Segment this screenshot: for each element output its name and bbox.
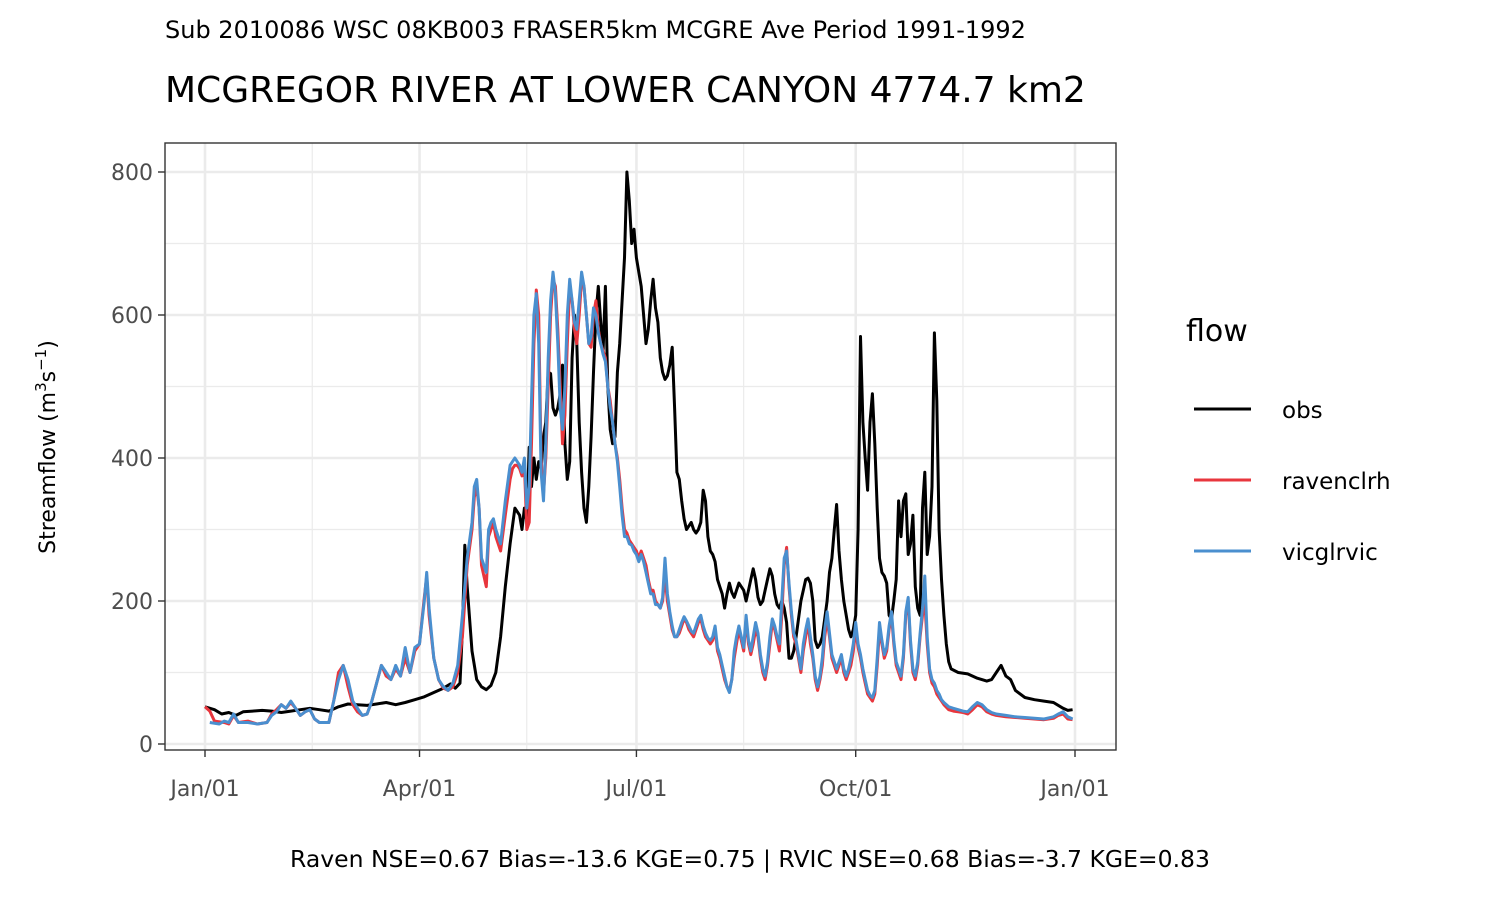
y-tick-label: 0: [139, 733, 153, 758]
series-line-vicglrvic: [209, 270, 1074, 726]
y-axis-title: Streamflow (m3s−1): [32, 340, 61, 554]
y-tick-label: 800: [111, 161, 153, 186]
series-lines: [203, 170, 1074, 726]
legend-item-ravenclrh: ravenclrh: [1194, 469, 1391, 495]
x-tick-label: Jan/01: [1038, 777, 1109, 802]
y-tick-label: 400: [111, 447, 153, 472]
series-line-ravenclrh: [203, 277, 1073, 726]
legend-title: flow: [1186, 314, 1248, 349]
legend-label: ravenclrh: [1282, 469, 1391, 495]
x-tick-label: Jan/01: [168, 777, 239, 802]
legend-item-vicglrvic: vicglrvic: [1194, 540, 1378, 566]
legend-items: obs ravenclrh vicglrvic: [1194, 398, 1391, 566]
x-tick-label: Apr/01: [383, 777, 456, 802]
minor-gridlines: [165, 143, 1116, 750]
y-tick-label: 600: [111, 304, 153, 329]
legend-item-obs: obs: [1194, 398, 1323, 424]
x-tick-label: Oct/01: [819, 777, 892, 802]
legend-label: vicglrvic: [1282, 540, 1378, 566]
legend: flow obs ravenclrh vicglrvic: [1186, 314, 1391, 566]
model-statistics: Raven NSE=0.67 Bias=-13.6 KGE=0.75 | RVI…: [290, 845, 1210, 873]
axis-ticks: [158, 171, 1076, 757]
legend-label: obs: [1282, 398, 1323, 424]
x-tick-label: Jul/01: [603, 777, 667, 802]
plot-panel-border: [164, 142, 1117, 751]
chart-subtitle: Sub 2010086 WSC 08KB003 FRASER5km MCGRE …: [165, 16, 1026, 44]
axis-tick-labels: Jan/01 Apr/01 Jul/01 Oct/01 Jan/01 0 200 400 600…: [111, 161, 1110, 802]
major-gridlines: [165, 143, 1116, 750]
y-tick-label: 200: [111, 590, 153, 615]
chart-title: MCGREGOR RIVER AT LOWER CANYON 4774.7 km…: [165, 70, 1086, 111]
series-line-obs: [204, 170, 1073, 717]
